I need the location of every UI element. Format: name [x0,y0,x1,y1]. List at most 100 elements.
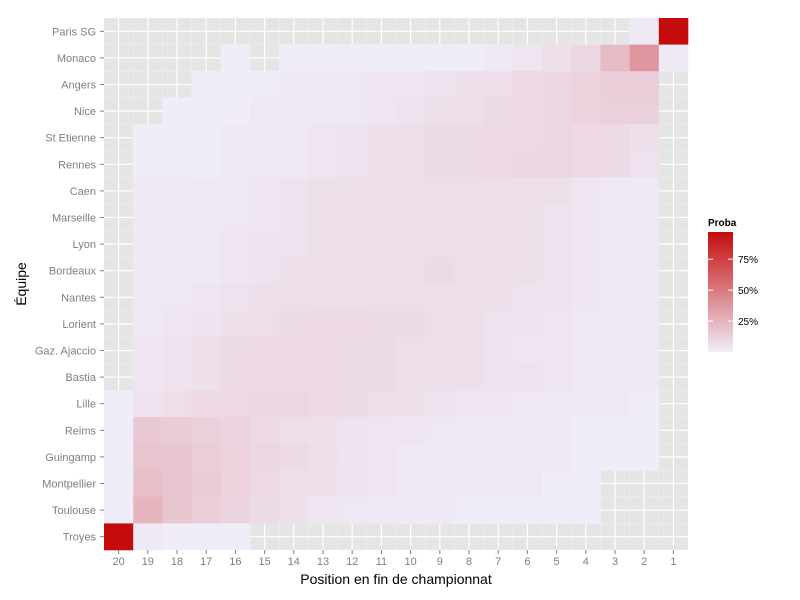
heatmap-cell [220,390,251,418]
heatmap-cell [366,257,397,285]
heatmap-cell [133,151,163,178]
heatmap-cell [308,390,338,418]
heatmap-cell [425,71,455,99]
y-tick-label: Reims [65,425,97,437]
y-tick-label: Bastia [65,372,96,384]
heatmap-cell [629,310,660,338]
heatmap-cell [629,124,660,152]
legend-tick-label: 75% [738,255,758,266]
heatmap-cell [483,363,514,391]
heatmap-cell [133,204,163,232]
heatmap-cell [542,496,572,524]
heatmap-cell [366,337,397,365]
heatmap-cell [454,151,484,178]
heatmap-cell [279,71,309,99]
heatmap-cell [366,496,397,524]
heatmap-cell [337,310,368,338]
heatmap-cell [220,177,251,205]
heatmap-cell [366,390,397,418]
y-tick-label: Nantes [61,292,96,304]
heatmap-cell [279,390,309,418]
heatmap-cell [629,257,660,285]
heatmap-cell [483,496,514,524]
heatmap-cell [629,71,660,99]
heatmap-cell [512,443,543,471]
heatmap-cell [279,204,309,232]
heatmap-cell [512,230,543,258]
heatmap-cell [104,390,134,418]
heatmap-cell [542,363,572,391]
x-tick-label: 17 [200,556,212,568]
heatmap-cell [250,204,280,232]
heatmap-cell [542,310,572,338]
heatmap-cell [162,337,192,365]
heatmap-cell [454,44,484,72]
heatmap-cell [191,257,222,285]
y-tick-label: Toulouse [52,505,96,517]
heatmap-cell [191,337,222,365]
heatmap-cell [483,44,514,72]
heatmap-cell [571,443,601,471]
heatmap-cell [396,204,426,232]
heatmap-cell [600,151,630,178]
heatmap-cell [454,204,484,232]
heatmap-cell [425,204,455,232]
heatmap-cell [483,97,514,125]
heatmap-cell [250,97,280,125]
heatmap-cell [191,310,222,338]
heatmap-cell [542,177,572,205]
heatmap-cell [600,284,630,311]
heatmap-cell [425,337,455,365]
heatmap-cell [366,417,397,444]
heatmap-cell [191,124,222,152]
heatmap-cell [337,151,368,178]
heatmap-cell [133,523,163,551]
heatmap-cell [396,310,426,338]
heatmap-cell [162,284,192,311]
heatmap-cell [366,284,397,311]
heatmap-cell [483,204,514,232]
y-tick-label: Bordeaux [49,266,97,278]
heatmap-cell [133,177,163,205]
heatmap-cell [133,284,163,311]
x-axis-title: Position en fin de championnat [300,571,492,587]
heatmap-cell [162,523,192,551]
heatmap-cell [542,204,572,232]
heatmap-cell [600,257,630,285]
heatmap-cell [191,470,222,498]
heatmap-cell [366,230,397,258]
heatmap-cell [600,390,630,418]
heatmap-cell [220,523,251,551]
heatmap-cell [396,71,426,99]
heatmap-cell [600,124,630,152]
heatmap-cell [396,44,426,72]
heatmap-cell [600,177,630,205]
heatmap-cell [629,18,660,45]
heatmap-cell [396,97,426,125]
heatmap-cell [542,44,572,72]
heatmap-cell [191,390,222,418]
x-tick-label: 15 [258,556,270,568]
heatmap-cell [308,284,338,311]
heatmap-cell [454,230,484,258]
heatmap-cell [279,417,309,444]
heatmap-cell [571,417,601,444]
heatmap-cell [396,443,426,471]
heatmap-cell [483,257,514,285]
heatmap-cell [425,177,455,205]
x-tick-label: 1 [670,556,676,568]
heatmap-cell [483,71,514,99]
heatmap-cell [396,230,426,258]
heatmap-cell [337,417,368,444]
heatmap-cell [658,18,689,45]
heatmap-cell [220,310,251,338]
heatmap-cell [337,124,368,152]
heatmap-cell [571,151,601,178]
heatmap-cell [396,470,426,498]
heatmap-cell [542,97,572,125]
heatmap-cell [220,417,251,444]
heatmap-cell [542,284,572,311]
heatmap-cell [162,257,192,285]
heatmap-cell [279,337,309,365]
heatmap-cell [600,443,630,471]
